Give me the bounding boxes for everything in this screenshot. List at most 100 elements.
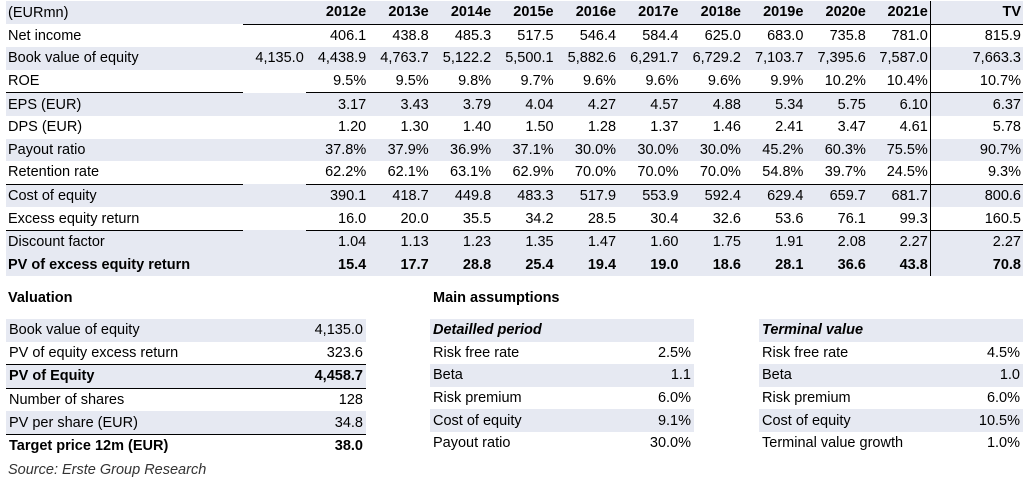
year-value: 32.6 [680, 207, 743, 231]
year-value: 76.1 [805, 207, 868, 231]
year-value: 70.0% [555, 161, 619, 185]
valuation-value: 4,135.0 [246, 319, 366, 342]
year-value: 3.79 [430, 92, 494, 116]
year-value: 9.9% [742, 69, 806, 94]
row-label: Book value of equity [6, 47, 244, 70]
year-value: 9.5% [305, 69, 369, 94]
base-value [243, 116, 305, 139]
year-value: 3.43 [368, 92, 431, 116]
year-value: 781.0 [891, 27, 928, 44]
year-value: 17.7 [368, 253, 431, 277]
year-value: 9.8% [430, 69, 494, 94]
tv-value: 2.27 [929, 230, 1023, 254]
valuation-label: PV of equity excess return [9, 344, 179, 361]
year-value: 30.0% [618, 138, 681, 162]
year-value: 6,291.7 [618, 47, 681, 70]
year-value: 6.10 [867, 92, 931, 116]
detailed-heading: Detailled period [430, 319, 694, 342]
year-value: 3.47 [837, 119, 866, 136]
year-header: 2015e [493, 1, 556, 25]
valuation-label: Target price 12m (EUR) [6, 433, 246, 458]
valuation-row: Target price 12m (EUR) 38.0 [6, 433, 366, 458]
year-value: 24.5% [867, 161, 931, 185]
terminal-heading-row: Terminal value [759, 319, 1024, 342]
year-value: 4,438.9 [305, 47, 369, 70]
valuation-value: 128 [338, 392, 363, 409]
year-value: 9.6% [618, 69, 681, 94]
row-label: DPS (EUR) [8, 119, 83, 136]
year-value: 15.4 [305, 253, 369, 277]
valuation-label: PV of Equity [6, 364, 246, 389]
unit-label: (EURmn) [6, 1, 244, 25]
table-row: ROE 9.5% 9.5% 9.8% 9.7% 9.6% 9.6% 9.6% 9.9% 10.2%… [6, 69, 1023, 94]
base-value [243, 230, 306, 254]
source-note: Source: Erste Group Research [8, 462, 207, 478]
tv-value: 70.8 [929, 253, 1023, 277]
assumption-value: 4.5% [986, 344, 1021, 361]
row-label: Payout ratio [6, 138, 244, 162]
tv-value: 5.78 [929, 115, 1023, 139]
year-value: 70.0% [680, 161, 743, 185]
year-value: 683.0 [767, 27, 804, 44]
year-value: 659.7 [805, 184, 868, 208]
assumption-label: Terminal value growth [762, 435, 904, 452]
year-value: 19.0 [618, 253, 681, 277]
valuation-value: 4,458.7 [246, 364, 366, 389]
year-value: 75.5% [867, 138, 931, 162]
year-value: 4,763.7 [368, 47, 431, 70]
assumption-label: Beta [430, 364, 620, 387]
year-value: 5,500.1 [493, 47, 556, 70]
year-value: 28.1 [742, 253, 806, 277]
year-value: 37.1% [493, 138, 556, 162]
year-value: 438.8 [392, 27, 429, 44]
tv-value: 160.5 [929, 207, 1023, 231]
table-row: Cost of equity 390.1 418.7 449.8 483.3 517.9 5… [6, 184, 1023, 208]
year-value: 4.04 [493, 92, 556, 116]
assumption-row: Terminal value growth 1.0% [759, 432, 1023, 455]
year-header: 2021e [867, 1, 931, 25]
assumption-row: Payout ratio 30.0% [430, 432, 694, 455]
year-value: 1.04 [305, 230, 369, 254]
base-year-header [243, 1, 306, 25]
assumption-value: 9.1% [620, 409, 694, 432]
year-value: 1.50 [525, 119, 554, 136]
row-label: EPS (EUR) [6, 92, 244, 116]
year-value: 1.40 [462, 119, 492, 136]
year-value: 406.1 [329, 27, 367, 44]
year-value: 60.3% [805, 138, 868, 162]
year-value: 625.0 [704, 27, 741, 44]
assumption-label: Cost of equity [759, 409, 949, 432]
table-row: Net income 406.1 438.8 485.3 517.5 546.4 584.4… [6, 24, 1023, 48]
row-label: Discount factor [6, 230, 244, 254]
year-value: 4.27 [555, 92, 619, 116]
year-value: 584.4 [642, 27, 679, 44]
assumption-row: Risk free rate 4.5% [759, 342, 1023, 365]
year-value: 5.75 [805, 92, 868, 116]
year-header: 2013e [368, 1, 431, 25]
assumption-value: 30.0% [649, 435, 691, 452]
year-value: 418.7 [368, 184, 431, 208]
detailed-period-table: Detailled period Risk free rate 2.5% Beta 1.… [430, 319, 694, 455]
base-value [243, 207, 305, 230]
row-label: PV of excess equity return [6, 253, 244, 277]
base-value [243, 24, 305, 47]
year-value: 36.6 [805, 253, 868, 277]
year-value: 2.27 [867, 230, 931, 254]
year-value: 62.9% [493, 161, 556, 185]
year-value: 1.13 [368, 230, 431, 254]
year-value: 4.88 [680, 92, 743, 116]
assumption-row: Cost of equity 9.1% [430, 409, 694, 432]
year-value: 10.2% [805, 69, 868, 94]
assumption-value: 10.5% [949, 409, 1024, 432]
year-value: 1.91 [742, 230, 806, 254]
year-value: 63.1% [430, 161, 494, 185]
valuation-label: Book value of equity [6, 319, 246, 342]
base-value [243, 70, 305, 93]
year-value: 629.4 [742, 184, 806, 208]
assumption-row: Cost of equity 10.5% [759, 409, 1024, 432]
year-value: 735.8 [829, 27, 866, 44]
valuation-label: PV per share (EUR) [6, 411, 246, 435]
year-header: 2012e [305, 1, 369, 25]
valuation-row: PV per share (EUR) 34.8 [6, 411, 366, 435]
valuation-row: PV of equity excess return 323.6 [6, 342, 366, 365]
